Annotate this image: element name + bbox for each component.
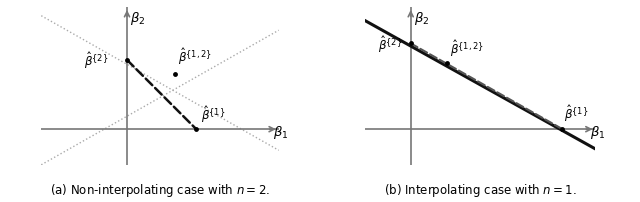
Text: $\beta_2$: $\beta_2$ xyxy=(414,10,429,27)
Text: $\hat{\beta}^{\{1,2\}}$: $\hat{\beta}^{\{1,2\}}$ xyxy=(179,46,212,67)
Text: $\hat{\beta}^{\{1,2\}}$: $\hat{\beta}^{\{1,2\}}$ xyxy=(451,38,484,59)
Text: $\beta_2$: $\beta_2$ xyxy=(131,10,146,27)
Text: $\beta_1$: $\beta_1$ xyxy=(273,124,289,141)
Text: $\hat{\beta}^{\{2\}}$: $\hat{\beta}^{\{2\}}$ xyxy=(84,50,109,71)
Text: $\beta_1$: $\beta_1$ xyxy=(590,124,605,141)
Text: (a) Non-interpolating case with $n = 2$.: (a) Non-interpolating case with $n = 2$. xyxy=(50,181,270,198)
Text: $\hat{\beta}^{\{2\}}$: $\hat{\beta}^{\{2\}}$ xyxy=(378,34,403,55)
Text: (b) Interpolating case with $n = 1$.: (b) Interpolating case with $n = 1$. xyxy=(383,181,577,198)
Text: $\hat{\beta}^{\{1\}}$: $\hat{\beta}^{\{1\}}$ xyxy=(201,103,225,124)
Text: $\hat{\beta}^{\{1\}}$: $\hat{\beta}^{\{1\}}$ xyxy=(564,102,588,123)
